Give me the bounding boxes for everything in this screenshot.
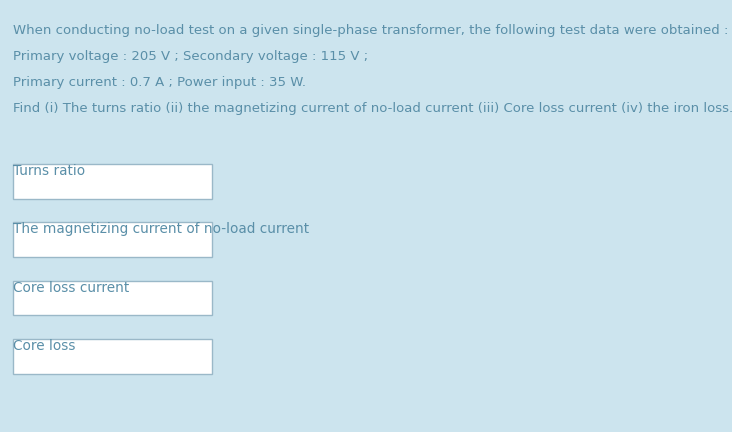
Text: When conducting no-load test on a given single-phase transformer, the following : When conducting no-load test on a given … xyxy=(13,24,728,37)
Text: Core loss: Core loss xyxy=(13,339,75,353)
Text: The magnetizing current of no-load current: The magnetizing current of no-load curre… xyxy=(13,222,310,236)
Text: Core loss current: Core loss current xyxy=(13,281,130,295)
Text: Turns ratio: Turns ratio xyxy=(13,164,86,178)
Text: Find (i) The turns ratio (ii) the magnetizing current of no-load current (iii) C: Find (i) The turns ratio (ii) the magnet… xyxy=(13,102,732,114)
Text: Primary voltage : 205 V ; Secondary voltage : 115 V ;: Primary voltage : 205 V ; Secondary volt… xyxy=(13,50,368,63)
Text: Primary current : 0.7 A ; Power input : 35 W.: Primary current : 0.7 A ; Power input : … xyxy=(13,76,306,89)
